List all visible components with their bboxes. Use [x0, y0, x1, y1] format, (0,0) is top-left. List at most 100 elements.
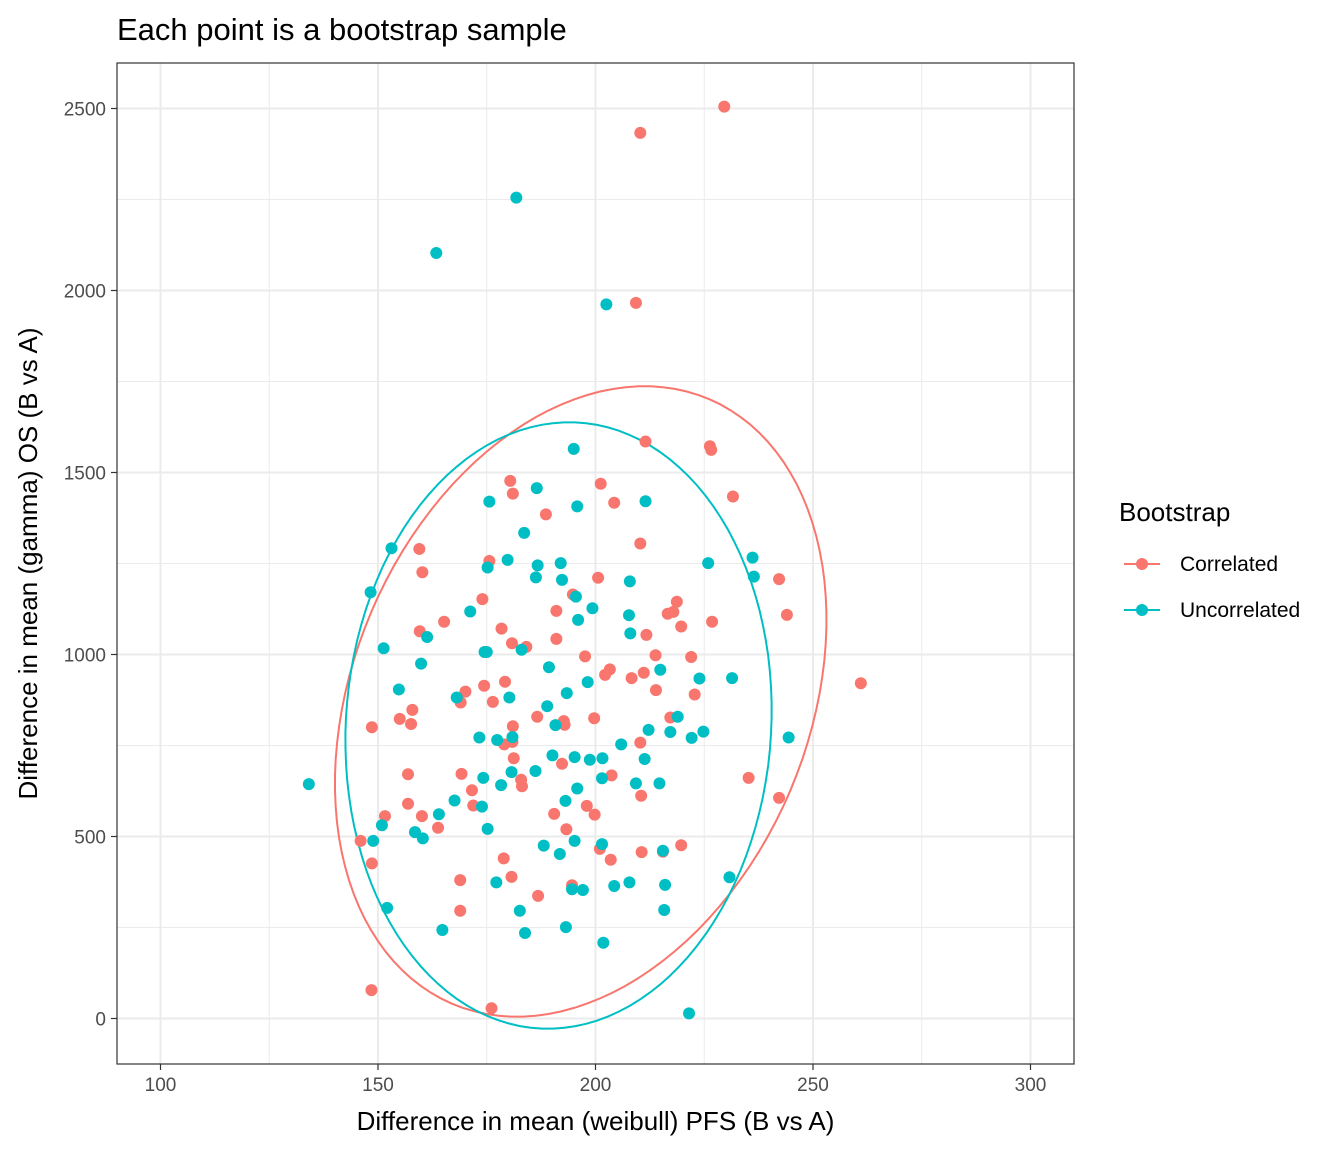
point-correlated [637, 666, 650, 679]
point-correlated [486, 695, 499, 708]
point-uncorrelated [747, 570, 760, 583]
point-correlated [675, 839, 688, 852]
point-uncorrelated [490, 876, 503, 889]
point-uncorrelated [556, 573, 569, 586]
point-uncorrelated [671, 710, 684, 723]
x-tick-label: 150 [362, 1075, 394, 1096]
point-uncorrelated [560, 687, 573, 700]
point-uncorrelated [553, 847, 566, 860]
y-tick-label: 2000 [64, 282, 106, 303]
x-axis-ticks: 100 150 200 250 300 [145, 1064, 1047, 1096]
ellipse-correlated [334, 385, 828, 1018]
point-uncorrelated [491, 734, 504, 747]
point-correlated [742, 771, 755, 784]
point-uncorrelated [623, 575, 636, 588]
point-uncorrelated [571, 500, 584, 513]
point-correlated [504, 474, 517, 487]
point-correlated [556, 757, 569, 770]
point-uncorrelated [529, 571, 542, 584]
point-uncorrelated [367, 834, 380, 847]
point-correlated [634, 126, 647, 139]
point-uncorrelated [726, 672, 739, 685]
point-uncorrelated [658, 904, 671, 917]
point-uncorrelated [596, 838, 609, 851]
point-uncorrelated [385, 542, 398, 555]
point-uncorrelated [600, 298, 613, 311]
point-correlated [465, 784, 478, 797]
point-correlated [588, 712, 601, 725]
y-axis-title: Difference in mean (gamma) OS (B vs A) [13, 327, 43, 799]
point-uncorrelated [554, 557, 567, 570]
point-uncorrelated [639, 495, 652, 508]
x-tick-label: 250 [797, 1075, 829, 1096]
point-correlated [365, 984, 378, 997]
point-correlated [507, 752, 520, 765]
point-uncorrelated [685, 731, 698, 744]
point-correlated [580, 799, 593, 812]
point-correlated [705, 443, 718, 456]
legend-label: Uncorrelated [1180, 599, 1300, 622]
point-uncorrelated [473, 731, 486, 744]
point-uncorrelated [531, 559, 544, 572]
point-correlated [539, 508, 552, 521]
point-correlated [560, 823, 573, 836]
point-uncorrelated [529, 764, 542, 777]
point-uncorrelated [480, 645, 493, 658]
point-uncorrelated [656, 844, 669, 857]
point-correlated [773, 573, 786, 586]
point-correlated [478, 679, 491, 692]
point-correlated [588, 808, 601, 821]
point-uncorrelated [697, 725, 710, 738]
point-uncorrelated [654, 663, 667, 676]
point-uncorrelated [642, 723, 655, 736]
point-uncorrelated [683, 1007, 696, 1020]
x-tick-label: 100 [145, 1075, 177, 1096]
point-correlated [685, 651, 698, 664]
point-uncorrelated [519, 926, 532, 939]
point-correlated [495, 622, 508, 635]
point-uncorrelated [506, 731, 519, 744]
point-correlated [649, 684, 662, 697]
point-uncorrelated [664, 726, 677, 739]
point-correlated [485, 1002, 498, 1015]
point-correlated [532, 889, 545, 902]
point-uncorrelated [653, 777, 666, 790]
point-uncorrelated [513, 904, 526, 917]
point-uncorrelated [530, 482, 543, 495]
point-uncorrelated [623, 876, 636, 889]
point-correlated [604, 853, 617, 866]
legend-label: Correlated [1180, 553, 1278, 576]
point-uncorrelated [542, 661, 555, 674]
legend-items: Correlated Uncorrelated [1124, 553, 1300, 622]
point-uncorrelated [546, 749, 559, 762]
point-correlated [505, 637, 518, 650]
point-uncorrelated [381, 901, 394, 914]
point-correlated [402, 797, 415, 810]
y-tick-label: 1000 [64, 646, 106, 667]
x-tick-label: 300 [1015, 1075, 1047, 1096]
point-uncorrelated [576, 884, 589, 897]
point-correlated [667, 605, 680, 618]
point-uncorrelated [693, 672, 706, 685]
point-uncorrelated [416, 832, 429, 845]
point-correlated [635, 846, 648, 859]
point-correlated [854, 677, 867, 690]
point-uncorrelated [624, 627, 637, 640]
point-uncorrelated [568, 751, 581, 764]
ellipse-uncorrelated [344, 421, 773, 1030]
point-correlated [594, 477, 607, 490]
point-correlated [599, 668, 612, 681]
point-correlated [378, 810, 391, 823]
point-correlated [402, 768, 415, 781]
point-correlated [467, 799, 480, 812]
point-correlated [438, 615, 451, 628]
point-uncorrelated [421, 631, 434, 644]
point-correlated [625, 672, 638, 685]
point-uncorrelated [566, 883, 579, 896]
point-uncorrelated [596, 772, 609, 785]
point-uncorrelated [432, 808, 445, 821]
point-correlated [670, 595, 683, 608]
y-axis-ticks: 0 500 1000 1500 2000 2500 [64, 100, 117, 1031]
point-uncorrelated [569, 590, 582, 603]
point-uncorrelated [596, 752, 609, 765]
